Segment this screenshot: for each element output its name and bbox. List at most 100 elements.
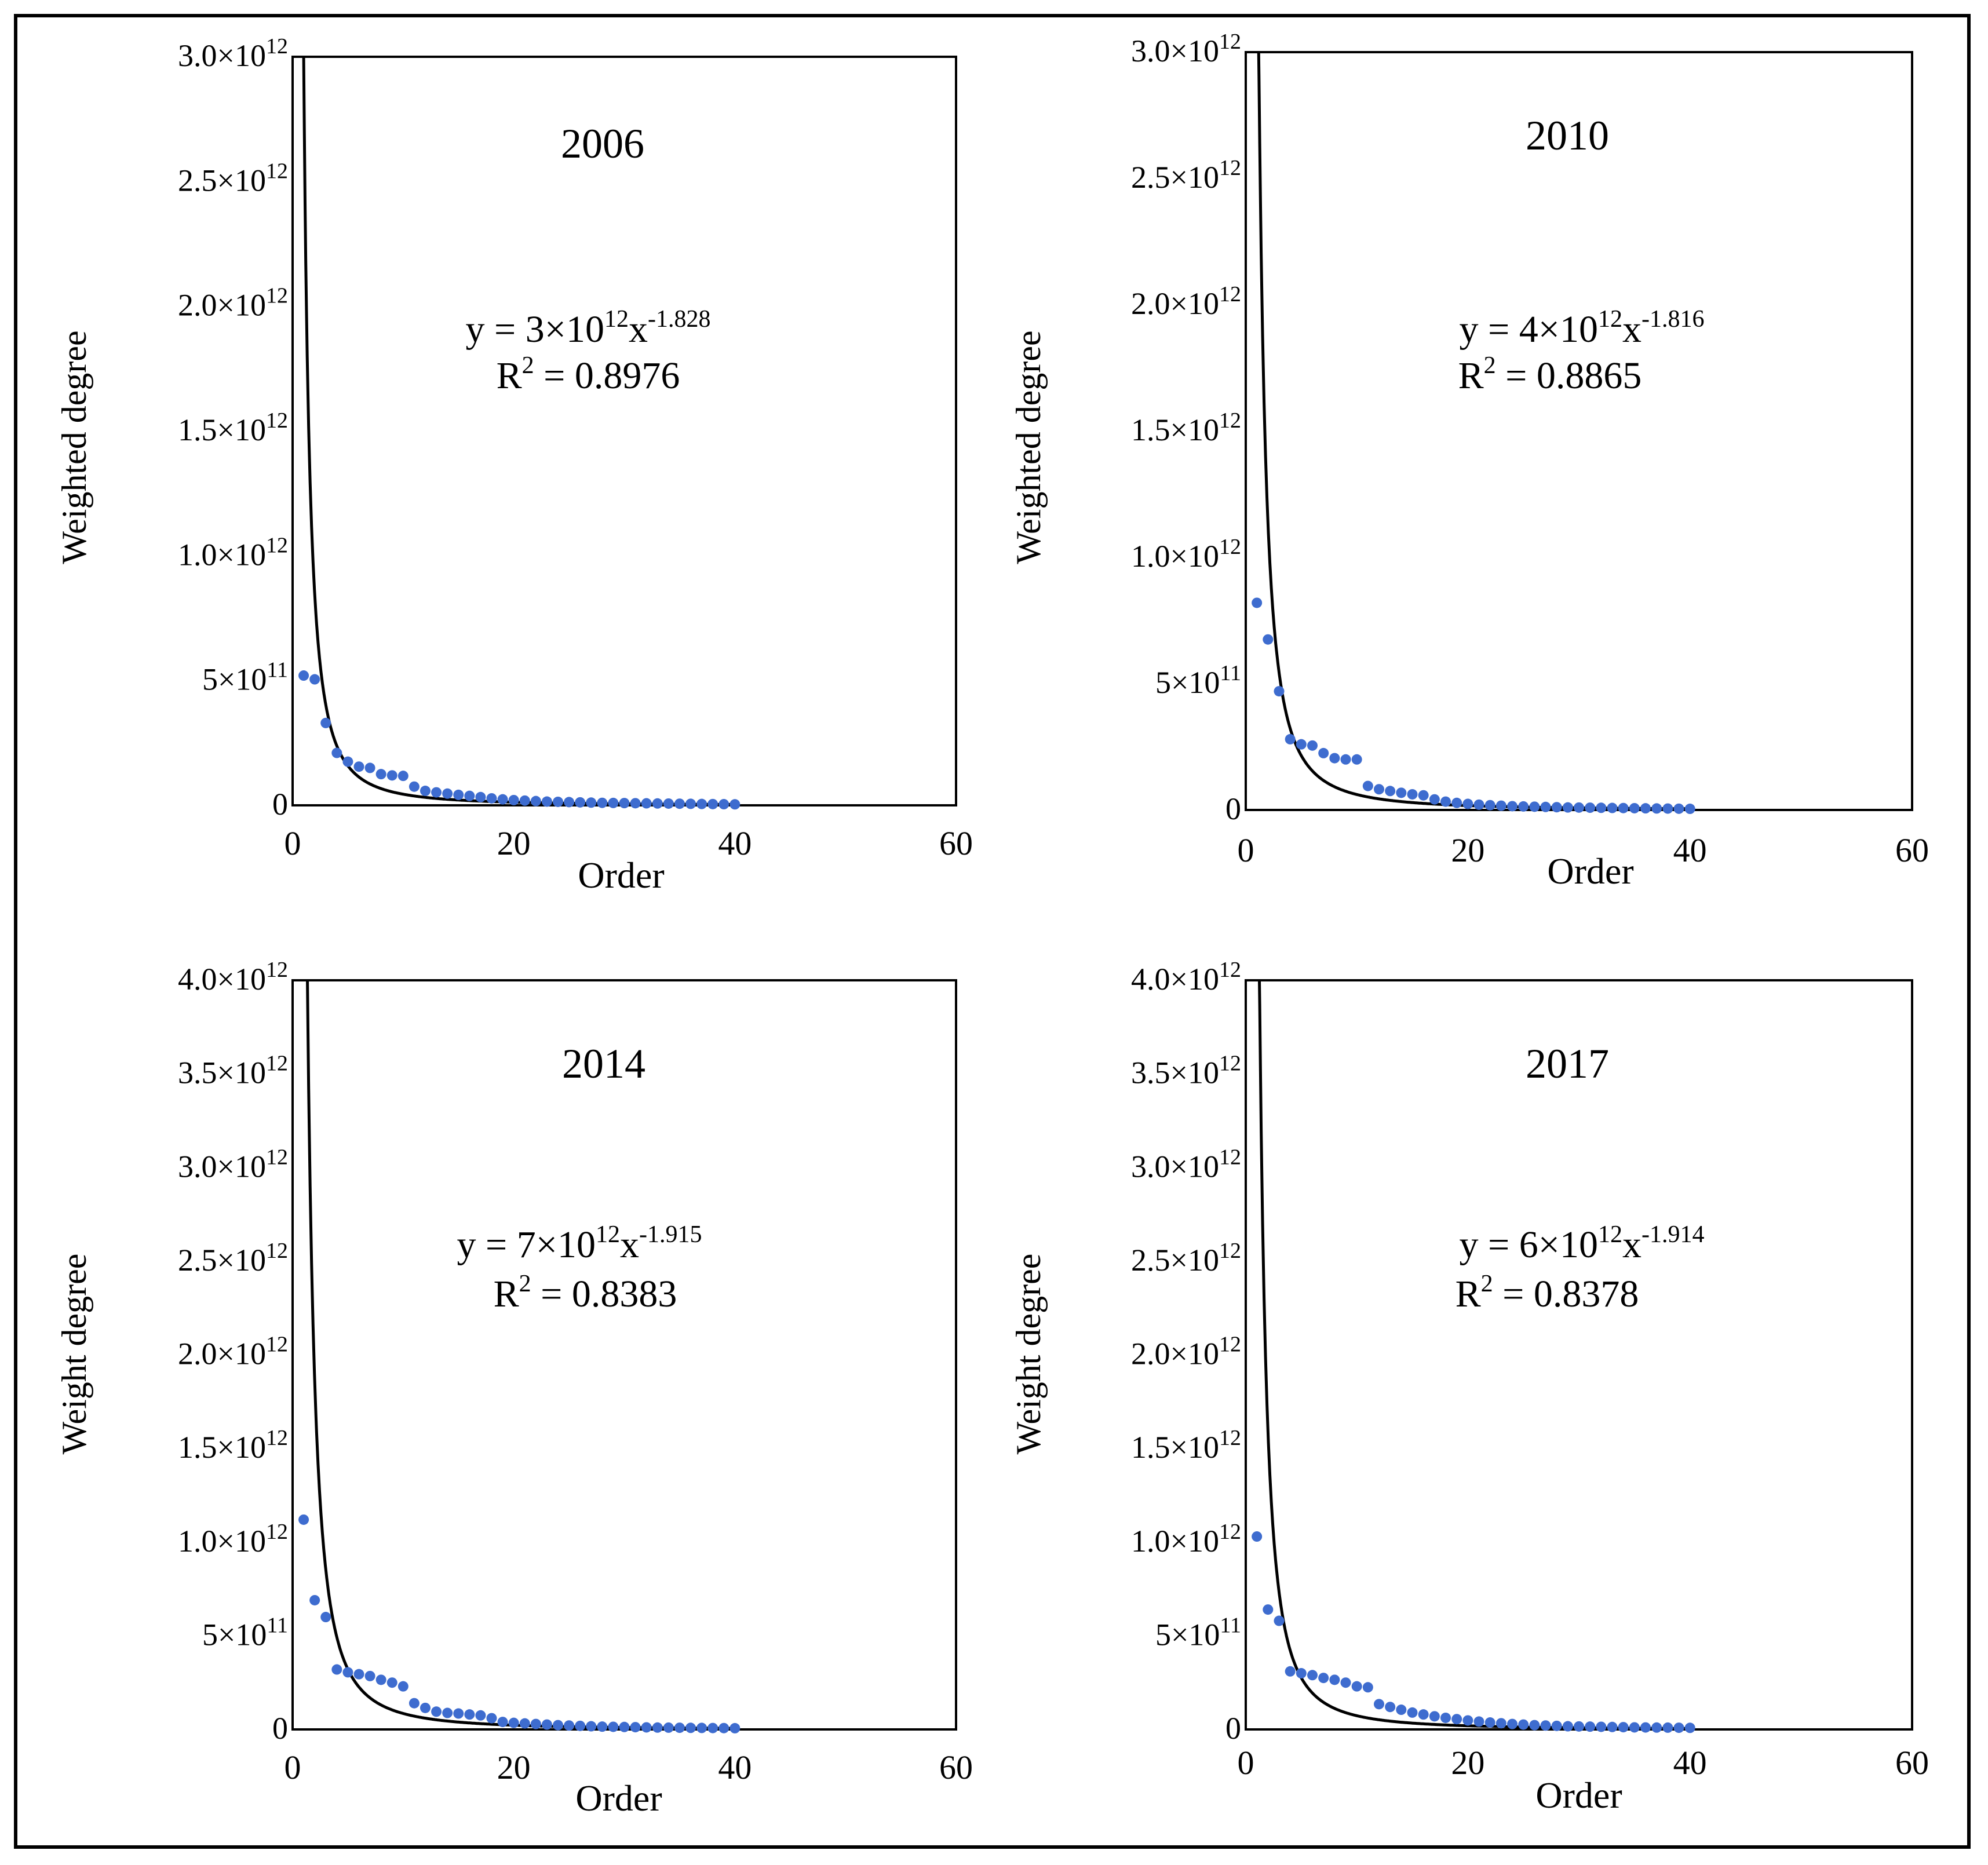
- y-tick-label: 5×1011: [202, 658, 288, 697]
- r-squared-value: = 0.8865: [1496, 355, 1642, 397]
- data-point: [608, 797, 619, 808]
- y-tick-base: 1.0×10: [178, 537, 266, 572]
- data-point: [553, 796, 563, 807]
- equation-exponent: 12: [604, 306, 629, 333]
- data-point: [696, 798, 707, 809]
- data-point: [530, 1718, 541, 1729]
- y-tick-base: 0: [1225, 791, 1241, 826]
- y-tick-base: 2.0×10: [178, 288, 266, 323]
- y-tick-base: 4.0×10: [178, 962, 266, 997]
- y-tick-label: 4.0×1012: [178, 958, 288, 997]
- data-point: [718, 1722, 729, 1733]
- data-point: [564, 1720, 575, 1731]
- fit-equation: y = 4×1012x-1.816: [1460, 306, 1705, 351]
- data-point: [1495, 1718, 1506, 1729]
- data-point: [309, 674, 320, 685]
- y-tick-label: 1.5×1012: [1131, 1426, 1241, 1465]
- data-point: [397, 1681, 408, 1692]
- panel-title: 2014: [562, 1041, 645, 1087]
- r-squared-value: = 0.8378: [1493, 1273, 1639, 1315]
- data-point: [1651, 1722, 1662, 1733]
- data-point: [630, 798, 641, 809]
- equation-exponent: -1.914: [1642, 1221, 1705, 1248]
- data-point: [1296, 739, 1307, 750]
- data-point: [353, 761, 364, 772]
- figure-frame: [14, 14, 1971, 1849]
- y-tick-label: 3.5×1012: [178, 1052, 288, 1090]
- data-point: [486, 1713, 497, 1724]
- y-tick-label: 1.5×1012: [178, 408, 288, 447]
- fit-equation: y = 3×1012x-1.828: [466, 306, 711, 351]
- y-tick-exponent: 12: [1219, 408, 1241, 433]
- data-point: [1318, 1673, 1329, 1684]
- y-axis-label: Weighted degree: [55, 330, 93, 564]
- y-tick-label: 2.5×1012: [1131, 1239, 1241, 1278]
- equation-exponent: 12: [1598, 306, 1622, 333]
- data-point: [1263, 634, 1274, 645]
- data-point: [1407, 789, 1418, 800]
- y-tick-base: 3.0×10: [178, 38, 266, 73]
- panel-title: 2017: [1526, 1041, 1609, 1087]
- data-point: [342, 756, 353, 767]
- y-tick-base: 3.0×10: [178, 1149, 266, 1184]
- equation-exponent: -1.915: [639, 1221, 702, 1248]
- x-axis-label: Order: [578, 855, 664, 896]
- y-tick-label: 1.0×1012: [178, 533, 288, 572]
- y-tick-exponent: 12: [266, 1333, 288, 1357]
- data-point: [1351, 754, 1362, 765]
- y-tick-base: 3.0×10: [1131, 34, 1219, 68]
- y-tick-base: 0: [272, 1711, 288, 1746]
- y-tick-label: 3.5×1012: [1131, 1052, 1241, 1090]
- y-tick-exponent: 11: [1220, 661, 1241, 685]
- data-point: [530, 795, 541, 806]
- y-tick-exponent: 12: [1219, 1052, 1241, 1076]
- data-point: [1252, 1531, 1263, 1542]
- data-point: [1618, 802, 1629, 813]
- y-tick-label: 0: [272, 787, 288, 822]
- y-tick-base: 2.0×10: [178, 1337, 266, 1371]
- y-tick-label: 0: [1225, 1711, 1241, 1746]
- data-point: [1451, 1714, 1462, 1725]
- data-point: [586, 797, 597, 808]
- x-axis-label: Order: [1547, 851, 1633, 892]
- data-point: [674, 1722, 685, 1733]
- y-tick-exponent: 12: [266, 34, 288, 59]
- data-point: [1307, 740, 1318, 751]
- r-squared-exponent: 2: [1484, 352, 1496, 379]
- r-squared: R2 = 0.8378: [1456, 1271, 1639, 1315]
- y-tick-label: 1.0×1012: [1131, 535, 1241, 574]
- data-point: [475, 791, 486, 802]
- data-point: [1374, 784, 1384, 795]
- y-tick-base: 1.5×10: [1131, 413, 1219, 447]
- y-tick-label: 3.0×1012: [1131, 1145, 1241, 1184]
- y-tick-base: 1.5×10: [178, 413, 266, 447]
- y-tick-exponent: 12: [266, 533, 288, 557]
- chart-panel-2010: 05×10111.0×10121.5×10122.0×10122.5×10123…: [1009, 30, 1929, 892]
- data-point: [1396, 1705, 1407, 1716]
- y-tick-base: 4.0×10: [1131, 962, 1219, 997]
- data-point: [442, 788, 453, 799]
- x-tick-label: 60: [939, 1749, 973, 1786]
- y-tick-label: 4.0×1012: [1131, 958, 1241, 997]
- x-tick-label: 20: [1451, 831, 1484, 869]
- equation-prefix: y = 7×10: [457, 1224, 596, 1266]
- chart-panel-2014: 05×10111.0×10121.5×10122.0×10122.5×10123…: [55, 958, 973, 1819]
- y-tick-label: 0: [1225, 791, 1241, 826]
- data-point: [508, 794, 519, 805]
- data-point: [1551, 1720, 1562, 1731]
- data-point: [729, 1722, 741, 1733]
- y-tick-base: 5×10: [1155, 1617, 1220, 1652]
- equation-prefix: y = 3×10: [466, 308, 604, 351]
- r-squared-value: = 0.8383: [531, 1273, 677, 1315]
- data-point: [663, 798, 674, 809]
- data-point: [630, 1722, 641, 1733]
- y-axis-label: Weight degree: [1009, 1254, 1048, 1455]
- data-point: [1484, 1717, 1495, 1728]
- data-point: [1662, 1722, 1673, 1733]
- y-tick-label: 3.0×1012: [178, 34, 288, 73]
- data-point: [397, 771, 408, 782]
- y-tick-exponent: 11: [267, 1613, 288, 1637]
- x-tick-label: 20: [497, 1749, 531, 1786]
- data-point: [1340, 754, 1351, 765]
- x-tick-label: 40: [718, 824, 752, 862]
